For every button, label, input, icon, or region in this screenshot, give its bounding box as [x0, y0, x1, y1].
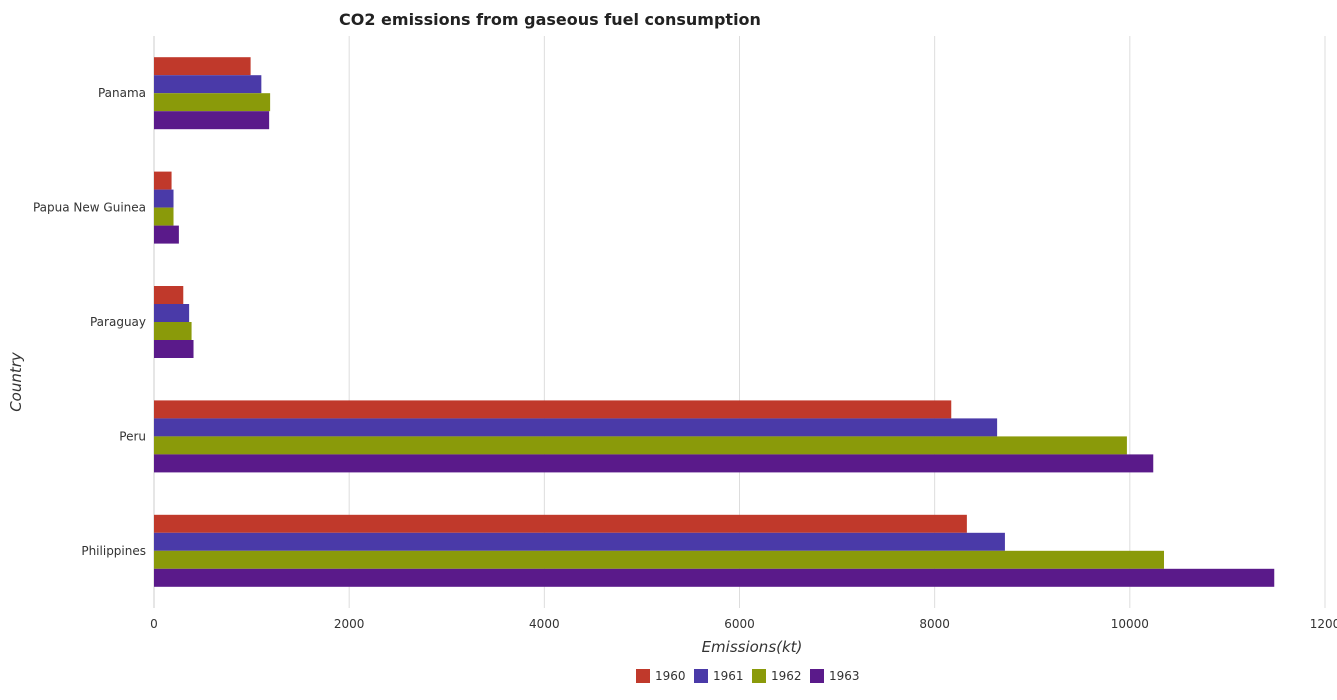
bar-papua-new-guinea-1963: [154, 225, 179, 244]
bar-philippines-1962: [154, 550, 1164, 569]
x-tick-label: 4000: [529, 617, 560, 631]
bar-paraguay-1962: [154, 322, 192, 340]
x-tick-label: 10000: [1111, 617, 1149, 631]
bar-paraguay-1961: [154, 304, 190, 322]
y-tick-label: Paraguay: [90, 315, 146, 329]
bar-panama-1961: [154, 75, 262, 94]
y-tick-label: Panama: [98, 86, 146, 100]
bar-panama-1963: [154, 111, 270, 130]
bar-panama-1962: [154, 93, 271, 112]
x-axis-label: Emissions(kt): [702, 638, 803, 656]
chart-title: CO2 emissions from gaseous fuel consumpt…: [339, 10, 761, 29]
bar-peru-1960: [154, 400, 952, 419]
bar-papua-new-guinea-1960: [154, 171, 172, 190]
x-tick-labels: 0 2000 4000 6000 8000 10000 1200: [150, 617, 1337, 631]
y-tick-label: Philippines: [81, 544, 146, 558]
y-tick-labels: Panama Papua New Guinea Paraguay Peru Philip…: [33, 86, 146, 558]
bar-panama-1960: [154, 57, 251, 76]
bar-papua-new-guinea-1961: [154, 189, 174, 208]
bar-peru-1961: [154, 418, 998, 437]
x-tick-label: 8000: [919, 617, 950, 631]
bar-peru-1962: [154, 436, 1127, 455]
bar-papua-new-guinea-1962: [154, 207, 174, 226]
legend: 1960 1961 1962 1963: [636, 669, 860, 683]
x-tick-label: 0: [150, 617, 158, 631]
legend-label: 1962: [771, 669, 802, 683]
y-tick-label: Peru: [119, 429, 146, 443]
bar-philippines-1961: [154, 532, 1005, 551]
y-axis-label: Country: [7, 351, 25, 412]
y-tick-label: Papua New Guinea: [33, 201, 146, 215]
legend-swatch: [752, 669, 766, 683]
bars: [154, 57, 1275, 587]
legend-label: 1961: [713, 669, 744, 683]
legend-swatch: [636, 669, 650, 683]
bar-peru-1963: [154, 454, 1154, 473]
bar-philippines-1963: [154, 568, 1275, 587]
legend-swatch: [810, 669, 824, 683]
bar-philippines-1960: [154, 514, 967, 533]
x-tick-label: 6000: [724, 617, 755, 631]
bar-paraguay-1963: [154, 340, 194, 358]
legend-swatch: [694, 669, 708, 683]
bar-paraguay-1960: [154, 286, 184, 304]
legend-label: 1963: [829, 669, 860, 683]
grid: [153, 36, 1326, 608]
x-tick-label: 2000: [334, 617, 365, 631]
legend-label: 1960: [655, 669, 686, 683]
x-tick-label: 1200: [1310, 617, 1337, 631]
